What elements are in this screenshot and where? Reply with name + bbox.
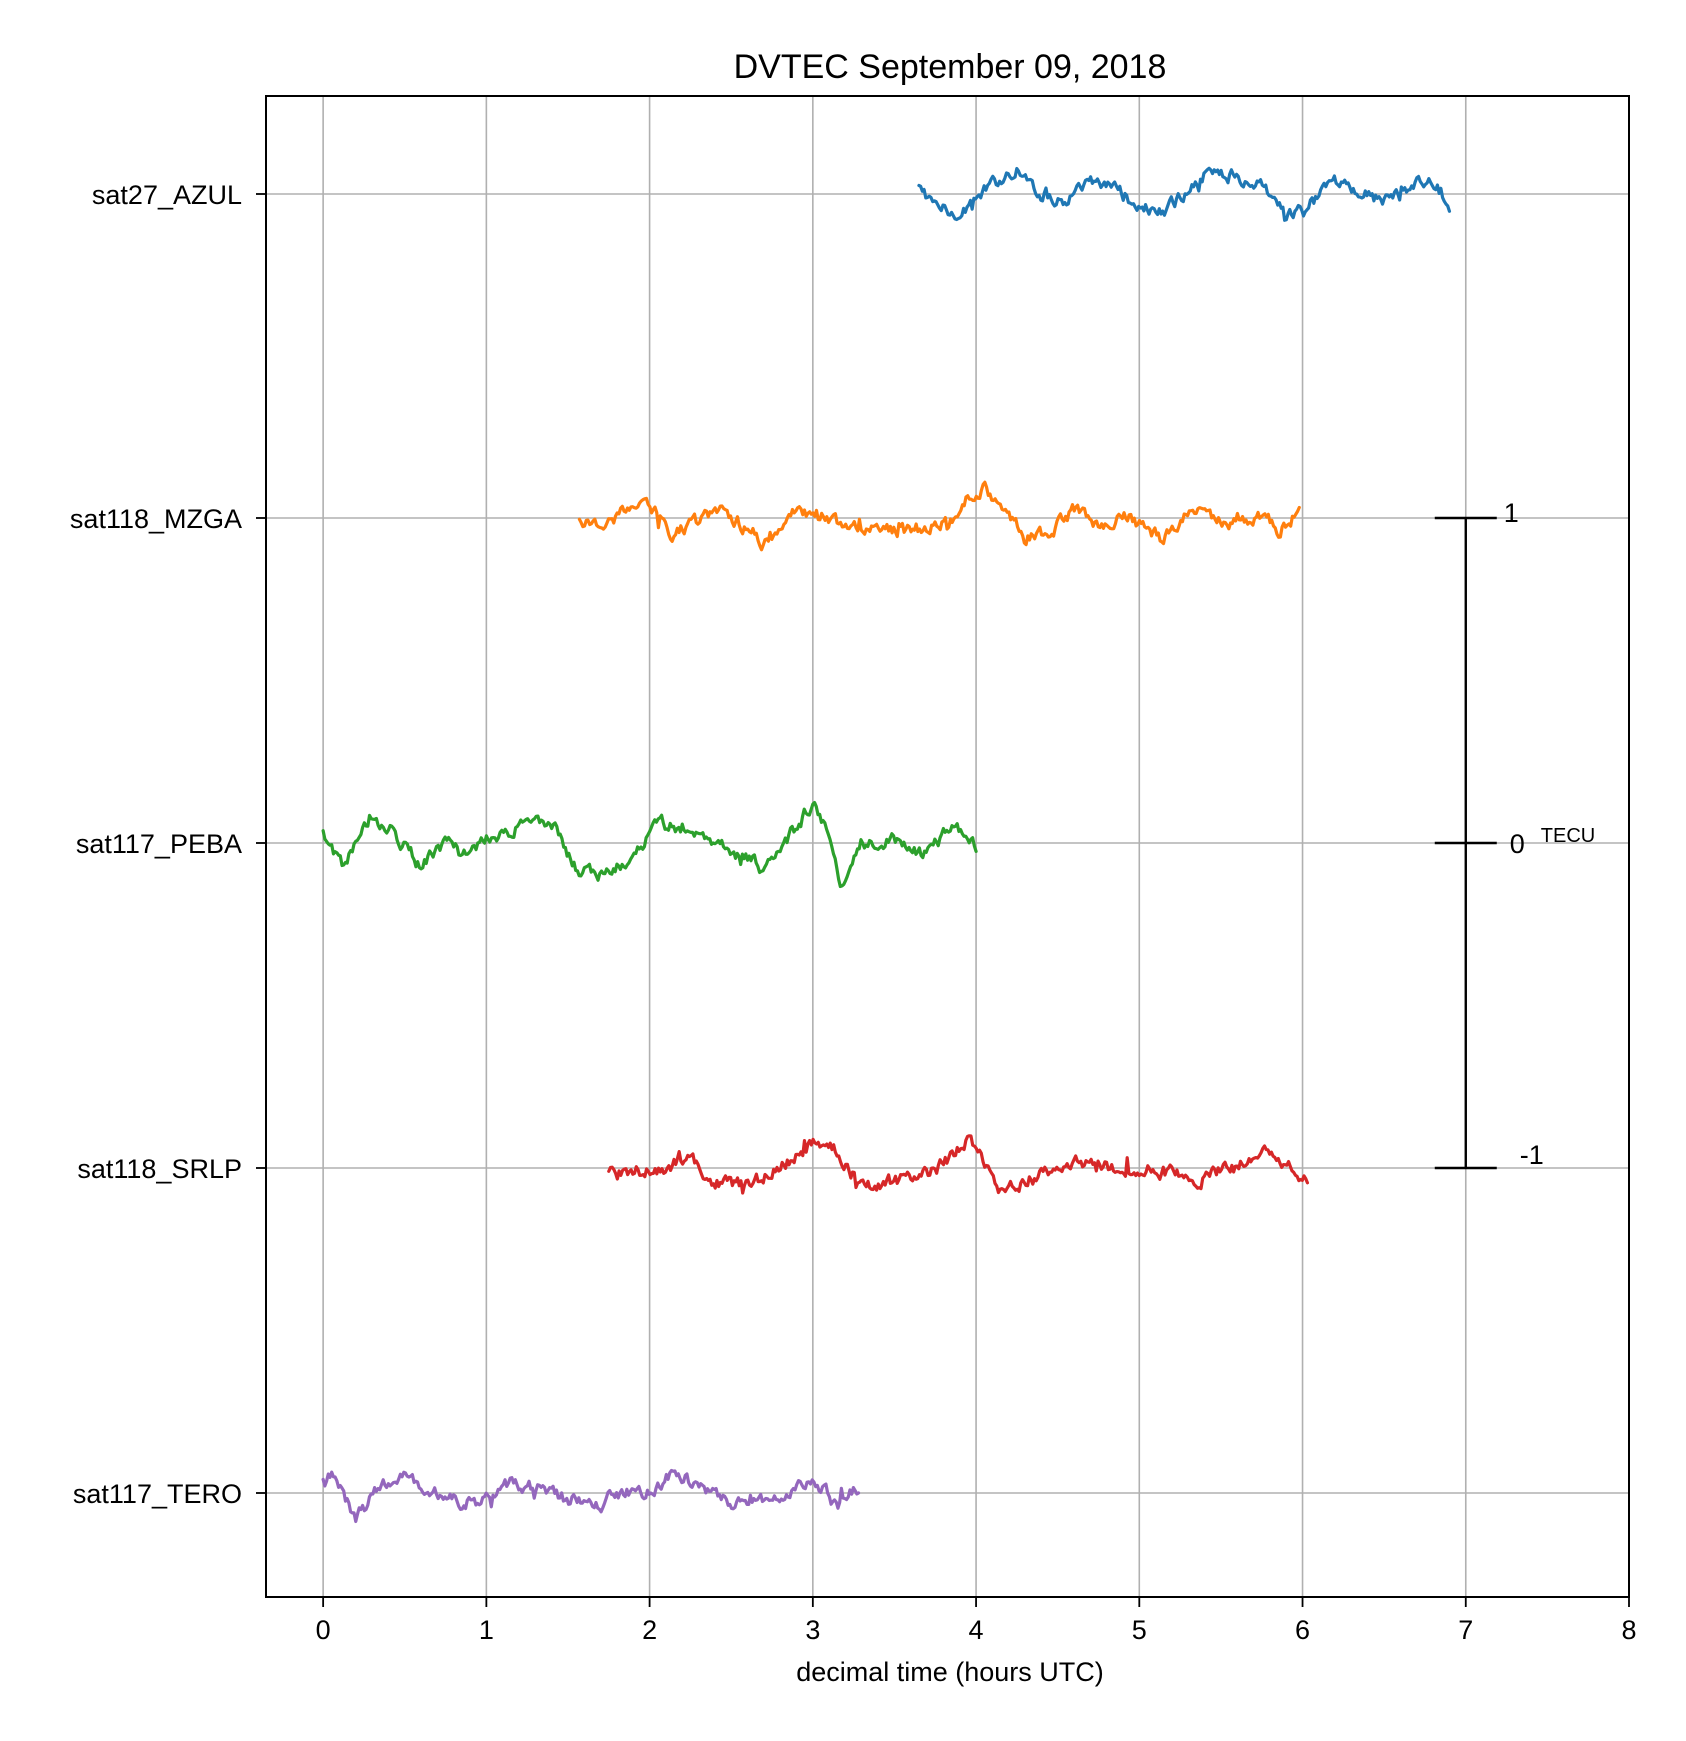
x-tick-label-0: 0 <box>316 1615 331 1645</box>
scale-bar-unit-label: TECU <box>1541 825 1595 847</box>
scale-bar: 1 0 -1 TECU <box>1434 498 1595 1170</box>
x-tick-label-6: 6 <box>1295 1615 1310 1645</box>
series-line-sat117_PEBA <box>321 800 978 889</box>
x-tick-label-3: 3 <box>805 1615 820 1645</box>
x-tick-label-7: 7 <box>1458 1615 1473 1645</box>
y-tick-label-sat117_PEBA: sat117_PEBA <box>76 829 242 859</box>
scale-bar-label--1: -1 <box>1520 1140 1544 1170</box>
x-tick-label-5: 5 <box>1132 1615 1147 1645</box>
series-line-sat118_MZGA <box>577 480 1301 552</box>
y-tick-label-sat27_AZUL: sat27_AZUL <box>92 180 242 210</box>
scale-bar-label-1: 1 <box>1504 498 1519 528</box>
plot-frame <box>265 95 1630 1598</box>
x-axis-label: decimal time (hours UTC) <box>796 1657 1104 1687</box>
series-line-sat118_SRLP <box>607 1134 1310 1195</box>
x-tick-label-4: 4 <box>969 1615 984 1645</box>
axis-layer <box>256 95 1630 1607</box>
y-tick-label-sat118_MZGA: sat118_MZGA <box>70 504 242 534</box>
series-layer <box>321 166 1452 1524</box>
chart-title: DVTEC September 09, 2018 <box>734 48 1167 86</box>
x-tick-label-2: 2 <box>642 1615 657 1645</box>
x-tick-label-1: 1 <box>479 1615 494 1645</box>
x-tick-label-8: 8 <box>1621 1615 1636 1645</box>
y-tick-label-sat118_SRLP: sat118_SRLP <box>77 1154 242 1184</box>
series-line-sat27_AZUL <box>917 166 1452 222</box>
y-tick-label-sat117_TERO: sat117_TERO <box>73 1479 242 1509</box>
series-line-sat117_TERO <box>321 1468 861 1524</box>
scale-bar-label-0: 0 <box>1510 829 1525 859</box>
label-layer: 0 1 2 3 4 5 6 7 8 sat27_AZUL sat118_MZGA sat117_PEB… <box>70 180 1637 1645</box>
grid-layer <box>266 96 1630 1597</box>
